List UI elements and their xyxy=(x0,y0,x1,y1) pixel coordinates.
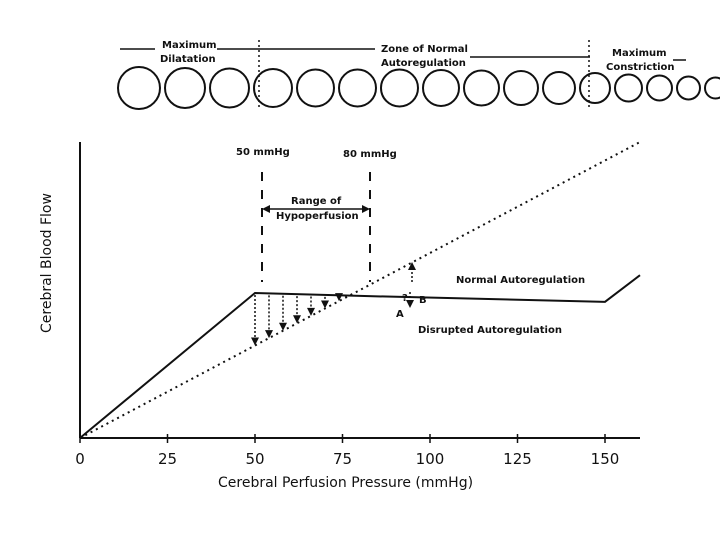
axes xyxy=(79,142,640,439)
max-dilatation-label: Maximum xyxy=(162,40,217,51)
x-tick-label: 100 xyxy=(416,450,445,468)
arrow-b-up-head xyxy=(408,262,416,270)
vessel-circle xyxy=(463,69,500,107)
threshold-50-label: 50 mmHg xyxy=(236,147,290,158)
hypoperfusion-arrowhead xyxy=(335,293,343,302)
vessel-circle xyxy=(704,76,720,100)
zone-normal-label: Zone of Normal xyxy=(381,44,468,55)
hypoperfusion-arrowhead xyxy=(251,337,259,346)
x-tick-label: 125 xyxy=(503,450,532,468)
max-constriction-label-2: Constriction xyxy=(606,62,675,73)
vessel-circle xyxy=(503,70,539,106)
normal-autoregulation-label: Normal Autoregulation xyxy=(456,275,585,286)
x-tick-label: 150 xyxy=(591,450,620,468)
vessel-diameter-strip: Maximum Dilatation Zone of Normal Autore… xyxy=(117,40,720,110)
label-b: B xyxy=(419,295,427,306)
vessel-circles xyxy=(117,66,720,110)
range-label-line2: Hypoperfusion xyxy=(276,211,359,222)
range-label-line1: Range of xyxy=(291,196,342,207)
vessel-circle xyxy=(579,72,611,104)
threshold-80-label: 80 mmHg xyxy=(343,149,397,160)
hypoperfusion-arrowhead xyxy=(279,322,287,331)
range-arrowhead-right xyxy=(362,205,370,213)
series-normal-autoregulation xyxy=(79,274,641,439)
label-a: A xyxy=(396,309,404,320)
hypoperfusion-arrowhead xyxy=(307,307,315,316)
vessel-circle xyxy=(422,69,460,107)
vessel-circle xyxy=(253,68,293,108)
x-ticks: 0 25 50 75 100 125 150 xyxy=(75,434,619,468)
vessel-circle xyxy=(676,75,701,101)
hypoperfusion-arrowhead xyxy=(293,315,301,324)
max-dilatation-label-2: Dilatation xyxy=(160,54,216,65)
vessel-circle xyxy=(542,71,576,105)
y-axis-title: Cerebral Blood Flow xyxy=(39,193,55,333)
x-tick-label: 0 xyxy=(75,450,85,468)
threshold-markers: 50 mmHg 80 mmHg Range of Hypoperfusion xyxy=(236,147,397,282)
vessel-circle xyxy=(164,67,206,109)
max-constriction-label: Maximum xyxy=(612,48,667,59)
disrupted-autoregulation-label: Disrupted Autoregulation xyxy=(418,325,562,336)
vessel-circle xyxy=(209,67,250,109)
zone-normal-label-2: Autoregulation xyxy=(381,58,466,69)
series-disrupted-autoregulation xyxy=(79,141,641,439)
vessel-circle xyxy=(338,68,377,108)
arrow-a-down-head xyxy=(406,300,414,308)
vessel-circle xyxy=(296,68,335,108)
vessel-circle xyxy=(646,74,673,102)
vessel-circle xyxy=(614,73,643,103)
hypoperfusion-arrowhead xyxy=(265,330,273,339)
x-axis-title: Cerebral Perfusion Pressure (mmHg) xyxy=(218,475,473,491)
ab-arrows xyxy=(406,262,416,308)
hypoperfusion-arrowhead xyxy=(321,300,329,309)
x-tick-label: 25 xyxy=(158,450,177,468)
vessel-circle xyxy=(117,66,161,110)
hypoperfusion-arrows xyxy=(251,293,343,346)
x-tick-label: 50 xyxy=(245,450,264,468)
range-arrowhead-left xyxy=(262,205,270,213)
vessel-circle xyxy=(380,68,419,108)
label-question: ? xyxy=(402,293,408,304)
x-tick-label: 75 xyxy=(333,450,352,468)
